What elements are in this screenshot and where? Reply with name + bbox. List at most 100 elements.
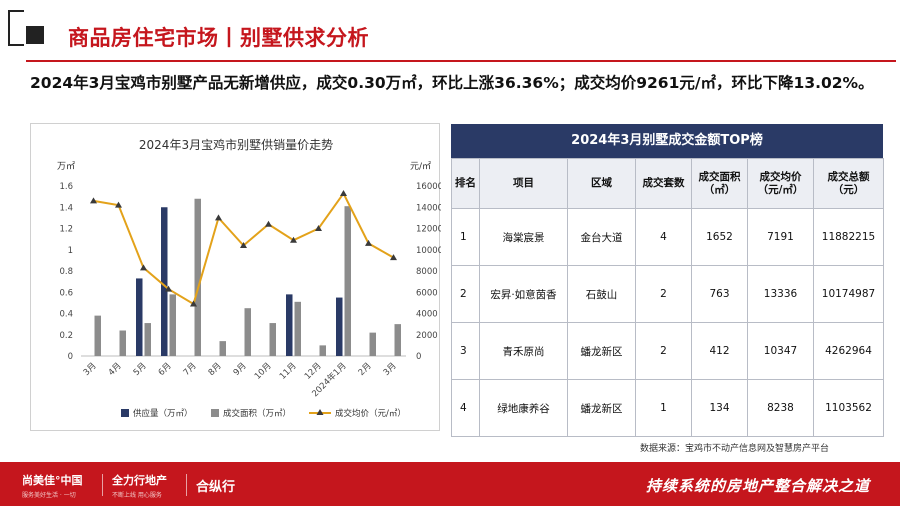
y-tick-label: 1.2 — [59, 225, 73, 235]
x-tick-label: 7月 — [182, 361, 199, 378]
point-avg-price — [215, 214, 222, 221]
cell-rank: 3 — [451, 322, 480, 380]
bar-transaction-area — [119, 330, 126, 356]
y2-tick-label: 8000 — [416, 267, 438, 277]
cell-floor-area: 1652 — [691, 208, 748, 266]
legend-swatch-area — [211, 409, 219, 417]
footer-divider — [186, 474, 187, 496]
cell-rank: 1 — [451, 208, 480, 266]
y-tick-label: 1.6 — [59, 182, 73, 192]
cell-project: 青禾原尚 — [479, 322, 568, 380]
cell-avg-price: 8238 — [747, 379, 814, 437]
table-title: 2024年3月别墅成交金额TOP榜 — [451, 124, 883, 158]
table-row: 1 海棠宸景 金台大道 4 1652 7191 11882215 — [451, 208, 884, 266]
title-deco-outline — [8, 10, 24, 46]
col-header-area: 区域 — [567, 158, 636, 209]
y2-tick-label: 16000 — [416, 182, 441, 192]
bar-supply — [136, 278, 143, 356]
cell-area: 金台大道 — [567, 208, 636, 266]
bar-transaction-area — [344, 206, 351, 356]
cell-total: 10174987 — [813, 265, 884, 323]
y-tick-label: 0.8 — [59, 267, 73, 277]
cell-rank: 2 — [451, 265, 480, 323]
bar-transaction-area — [244, 308, 251, 356]
x-tick-label: 10月 — [253, 361, 274, 382]
footer-slogan: 持续系统的房地产整合解决之道 — [645, 477, 870, 495]
x-tick-label: 4月 — [107, 361, 124, 378]
y2-tick-label: 10000 — [416, 246, 441, 256]
cell-project: 海棠宸景 — [479, 208, 568, 266]
point-avg-price — [240, 242, 247, 248]
col-header-project: 项目 — [479, 158, 568, 209]
cell-avg-price: 7191 — [747, 208, 814, 266]
y2-tick-label: 0 — [416, 352, 421, 362]
col-header-rank: 排名 — [451, 158, 480, 209]
x-tick-label: 12月 — [303, 361, 324, 382]
cell-total: 4262964 — [813, 322, 884, 380]
x-tick-label: 3月 — [82, 361, 99, 378]
cell-units: 2 — [635, 322, 692, 380]
footer-divider — [102, 474, 103, 496]
y2-tick-label: 6000 — [416, 288, 438, 298]
point-avg-price — [265, 220, 272, 227]
top-table-panel: 2024年3月别墅成交金额TOP榜 排名 项目 区域 成交套数 成交面积（㎡） … — [451, 124, 884, 438]
right-axis-unit: 元/㎡ — [410, 161, 431, 172]
y-tick-label: 0.6 — [59, 288, 73, 298]
bar-supply — [336, 297, 343, 356]
point-avg-price — [290, 236, 297, 243]
cell-area: 蟠龙新区 — [567, 379, 636, 437]
table-row: 4 绿地康养谷 蟠龙新区 1 134 8238 1103562 — [451, 379, 884, 437]
point-avg-price — [140, 264, 147, 271]
bar-transaction-area — [94, 315, 101, 356]
col-header-units: 成交套数 — [635, 158, 692, 209]
cell-avg-price: 10347 — [747, 322, 814, 380]
point-avg-price — [115, 201, 122, 208]
x-tick-label: 2月 — [357, 361, 374, 378]
chart-panel: 2024年3月宝鸡市别墅供销量价走势 万㎡ 元/㎡ 0 0.2 0.4 0.6 0.8 1… — [30, 123, 441, 431]
legend-label-supply: 供应量（万㎡） — [133, 408, 193, 419]
footer-brand-1-sub: 服务美好生活 · 一切 — [22, 492, 76, 499]
bar-transaction-area — [144, 323, 151, 356]
point-avg-price — [190, 300, 197, 307]
legend-label-area: 成交面积（万㎡） — [223, 408, 291, 419]
point-avg-price — [165, 285, 172, 292]
point-avg-price — [340, 189, 347, 196]
y-tick-label: 0 — [68, 352, 73, 362]
cell-units: 2 — [635, 265, 692, 323]
cell-area: 石鼓山 — [567, 265, 636, 323]
bar-transaction-area — [194, 198, 201, 356]
title-rule — [26, 60, 896, 62]
legend-label-price: 成交均价（元/㎡） — [335, 408, 406, 419]
bar-supply — [286, 294, 293, 356]
cell-area: 蟠龙新区 — [567, 322, 636, 380]
cell-project: 宏昇·如意茵香 — [479, 265, 568, 323]
data-source-note: 数据来源：宝鸡市不动产信息网及智慧房产平台 — [640, 444, 830, 454]
bar-transaction-area — [269, 323, 276, 356]
x-tick-label: 6月 — [157, 361, 174, 378]
col-header-total: 成交总额（元） — [813, 158, 884, 209]
page-title: 商品房住宅市场丨别墅供求分析 — [68, 26, 369, 50]
y-tick-label: 1.4 — [59, 203, 73, 213]
table-row: 2 宏昇·如意茵香 石鼓山 2 763 13336 10174987 — [451, 265, 884, 323]
y-tick-label: 0.4 — [59, 310, 73, 320]
legend-swatch-supply — [121, 409, 129, 417]
title-deco-square — [26, 26, 44, 44]
plot-area: 0 0.2 0.4 0.6 0.8 1 1.2 1.4 1.6 0 2000 4000 6000 8000… — [59, 182, 441, 419]
y2-tick-label: 12000 — [416, 225, 441, 235]
point-avg-price — [90, 197, 97, 204]
cell-floor-area: 412 — [691, 322, 748, 380]
x-tick-label: 11月 — [278, 361, 299, 382]
footer-bar: 尚美佳°中国 服务美好生活 · 一切 全力行地产 不断上线 用心服务 合纵行 持… — [0, 462, 900, 506]
cell-total: 1103562 — [813, 379, 884, 437]
y2-tick-label: 14000 — [416, 203, 441, 213]
cell-project: 绿地康养谷 — [479, 379, 568, 437]
chart-title: 2024年3月宝鸡市别墅供销量价走势 — [139, 137, 333, 152]
table-header-row: 排名 项目 区域 成交套数 成交面积（㎡） 成交均价（元/㎡） 成交总额（元） — [451, 158, 884, 209]
x-tick-label: 3月 — [382, 361, 399, 378]
y-tick-label: 1 — [68, 246, 73, 256]
bar-transaction-area — [169, 294, 176, 356]
col-header-floor-area: 成交面积（㎡） — [691, 158, 748, 209]
cell-total: 11882215 — [813, 208, 884, 266]
bar-transaction-area — [319, 345, 326, 356]
footer-brand-1: 尚美佳°中国 服务美好生活 · 一切 — [22, 472, 83, 499]
